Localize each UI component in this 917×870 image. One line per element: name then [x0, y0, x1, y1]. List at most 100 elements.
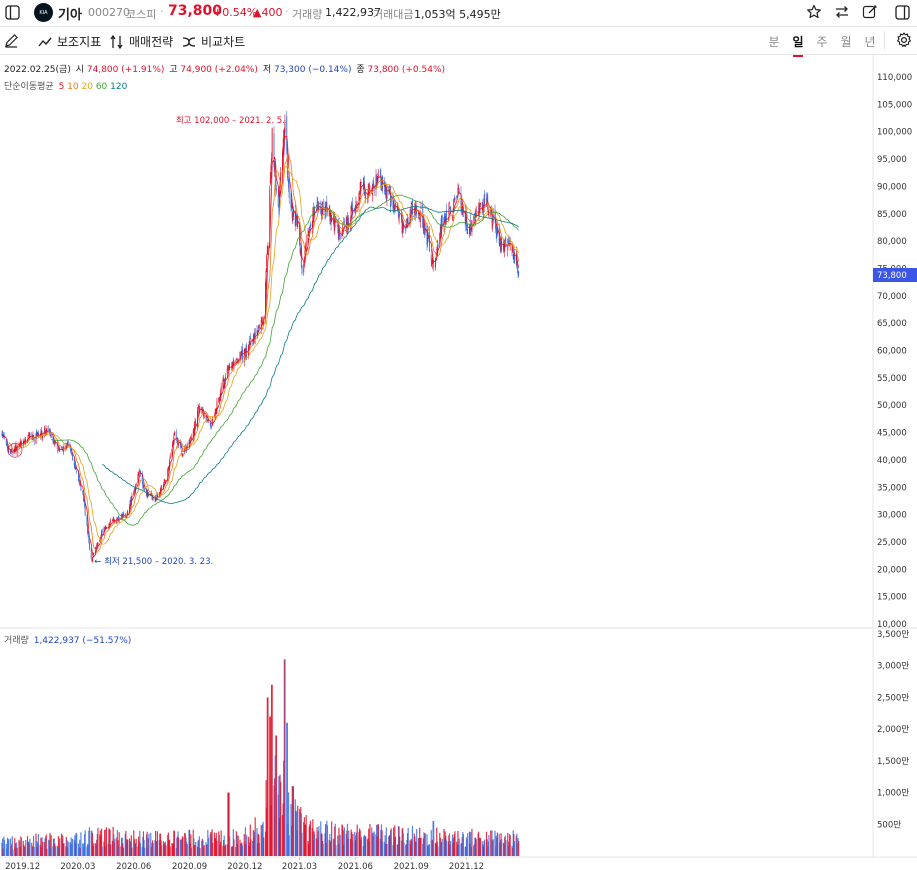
period-tab-minute[interactable]: 분: [768, 35, 780, 49]
volume-bar: [462, 832, 464, 856]
volume-bars: [1, 659, 520, 856]
candle-body: [440, 223, 442, 233]
volume-bar: [147, 838, 149, 856]
candle-body: [121, 512, 123, 518]
volume-bar: [86, 846, 88, 856]
candle-body: [352, 210, 354, 211]
volume-bar: [509, 835, 511, 856]
price-tick-label: 30,000: [877, 511, 907, 521]
candle-body: [346, 216, 348, 230]
period-tab-month[interactable]: 월: [840, 35, 852, 49]
settings-icon[interactable]: [896, 32, 912, 48]
sidebar-toggle-icon[interactable]: [5, 5, 20, 20]
volume-bar: [273, 785, 275, 856]
volume-bar: [223, 839, 225, 856]
candle-body: [393, 205, 395, 210]
volume-bar: [147, 846, 149, 856]
candle-body: [299, 221, 300, 245]
volume-bar: [405, 844, 407, 856]
candle-body: [246, 346, 248, 356]
candle-body: [320, 205, 322, 214]
volume-bar: [320, 821, 322, 856]
indicators-button[interactable]: 보조지표: [38, 33, 101, 50]
volume-bar: [111, 840, 114, 856]
volume-bar: [414, 841, 417, 856]
ma-10-line: [8, 153, 520, 553]
edit-icon[interactable]: [862, 4, 878, 20]
volume-bar: [456, 841, 458, 856]
volume-bar: [362, 845, 364, 856]
volume-bar: [516, 833, 518, 856]
price-chart[interactable]: 110,000 105,000 100,000 95,000 90,000 85,000 8…: [0, 54, 917, 870]
volume-bar: [108, 828, 111, 856]
draw-icon[interactable]: [4, 33, 19, 48]
volume-bar: [462, 834, 465, 856]
strategy-button[interactable]: 매매전략: [110, 33, 173, 50]
volume-bar: [379, 838, 381, 856]
candle-body: [2, 431, 4, 439]
candle-body: [36, 434, 38, 435]
volume-bar: [257, 833, 259, 856]
candle-body: [279, 192, 280, 213]
candle-body: [280, 172, 282, 183]
period-tab-day[interactable]: 일: [786, 33, 810, 57]
star-icon[interactable]: [806, 4, 822, 20]
period-tab-week[interactable]: 주: [816, 35, 828, 49]
candle-body: [415, 205, 416, 216]
candle-body: [87, 533, 89, 537]
ma-120-line: [102, 206, 519, 504]
moving-averages: [4, 135, 520, 558]
candle-body: [82, 493, 84, 500]
volume-bar: [303, 822, 305, 856]
panel-toggle-icon[interactable]: [895, 5, 910, 20]
candle-body: [239, 351, 241, 361]
candle-body: [129, 500, 131, 507]
volume-bar: [377, 824, 379, 856]
volume-bar: [62, 843, 64, 856]
candle-body: [186, 443, 188, 450]
volume-bar: [359, 828, 361, 856]
candles: [1, 110, 520, 563]
candle-body: [358, 193, 360, 207]
annotations: 최고 102,000 – 2021. 2. 5. ← 최저 21,500 – 2…: [7, 115, 917, 567]
volume-bar: [269, 716, 271, 856]
swap-icon[interactable]: [834, 4, 850, 20]
volume-bar: [83, 834, 86, 856]
volume-bar: [500, 833, 502, 856]
volume-bar: [407, 827, 409, 856]
volume-bar: [380, 824, 383, 856]
compare-button[interactable]: 비교차트: [182, 33, 245, 50]
ma-20-line: [17, 165, 520, 545]
candle-body: [138, 472, 140, 476]
candle-body: [461, 204, 463, 211]
candle-body: [273, 133, 275, 168]
candle-body: [127, 510, 129, 515]
volume-bar: [142, 831, 145, 856]
volume-bar: [449, 844, 451, 856]
volume-bar: [210, 835, 213, 856]
volume-bar: [291, 786, 293, 856]
candle-body: [167, 466, 169, 471]
volume-bar: [424, 833, 426, 856]
candle-body: [135, 483, 137, 486]
volume-bar: [57, 836, 60, 856]
volume-bar: [507, 832, 509, 856]
volume-bar: [405, 845, 407, 856]
volume-bar: [190, 834, 192, 856]
candle-body: [171, 448, 173, 456]
volume-bar: [329, 833, 331, 856]
top-bar: KIA 기아 000270 코스피 · 73,800 +0.54% ▲400 ·…: [0, 0, 917, 27]
volume-bar: [65, 846, 67, 856]
volume-bar: [150, 832, 152, 856]
candle-body: [337, 222, 339, 240]
candle-body: [240, 354, 242, 357]
candle-body: [464, 210, 466, 226]
candle-body: [309, 223, 311, 227]
price-tick-label: 90,000: [877, 182, 907, 192]
candle-body: [49, 431, 51, 434]
candle-body: [90, 548, 92, 560]
volume-bar: [241, 842, 243, 856]
period-tab-year[interactable]: 년: [864, 35, 876, 49]
volume-bar: [36, 841, 38, 856]
volume-bar: [479, 837, 481, 856]
